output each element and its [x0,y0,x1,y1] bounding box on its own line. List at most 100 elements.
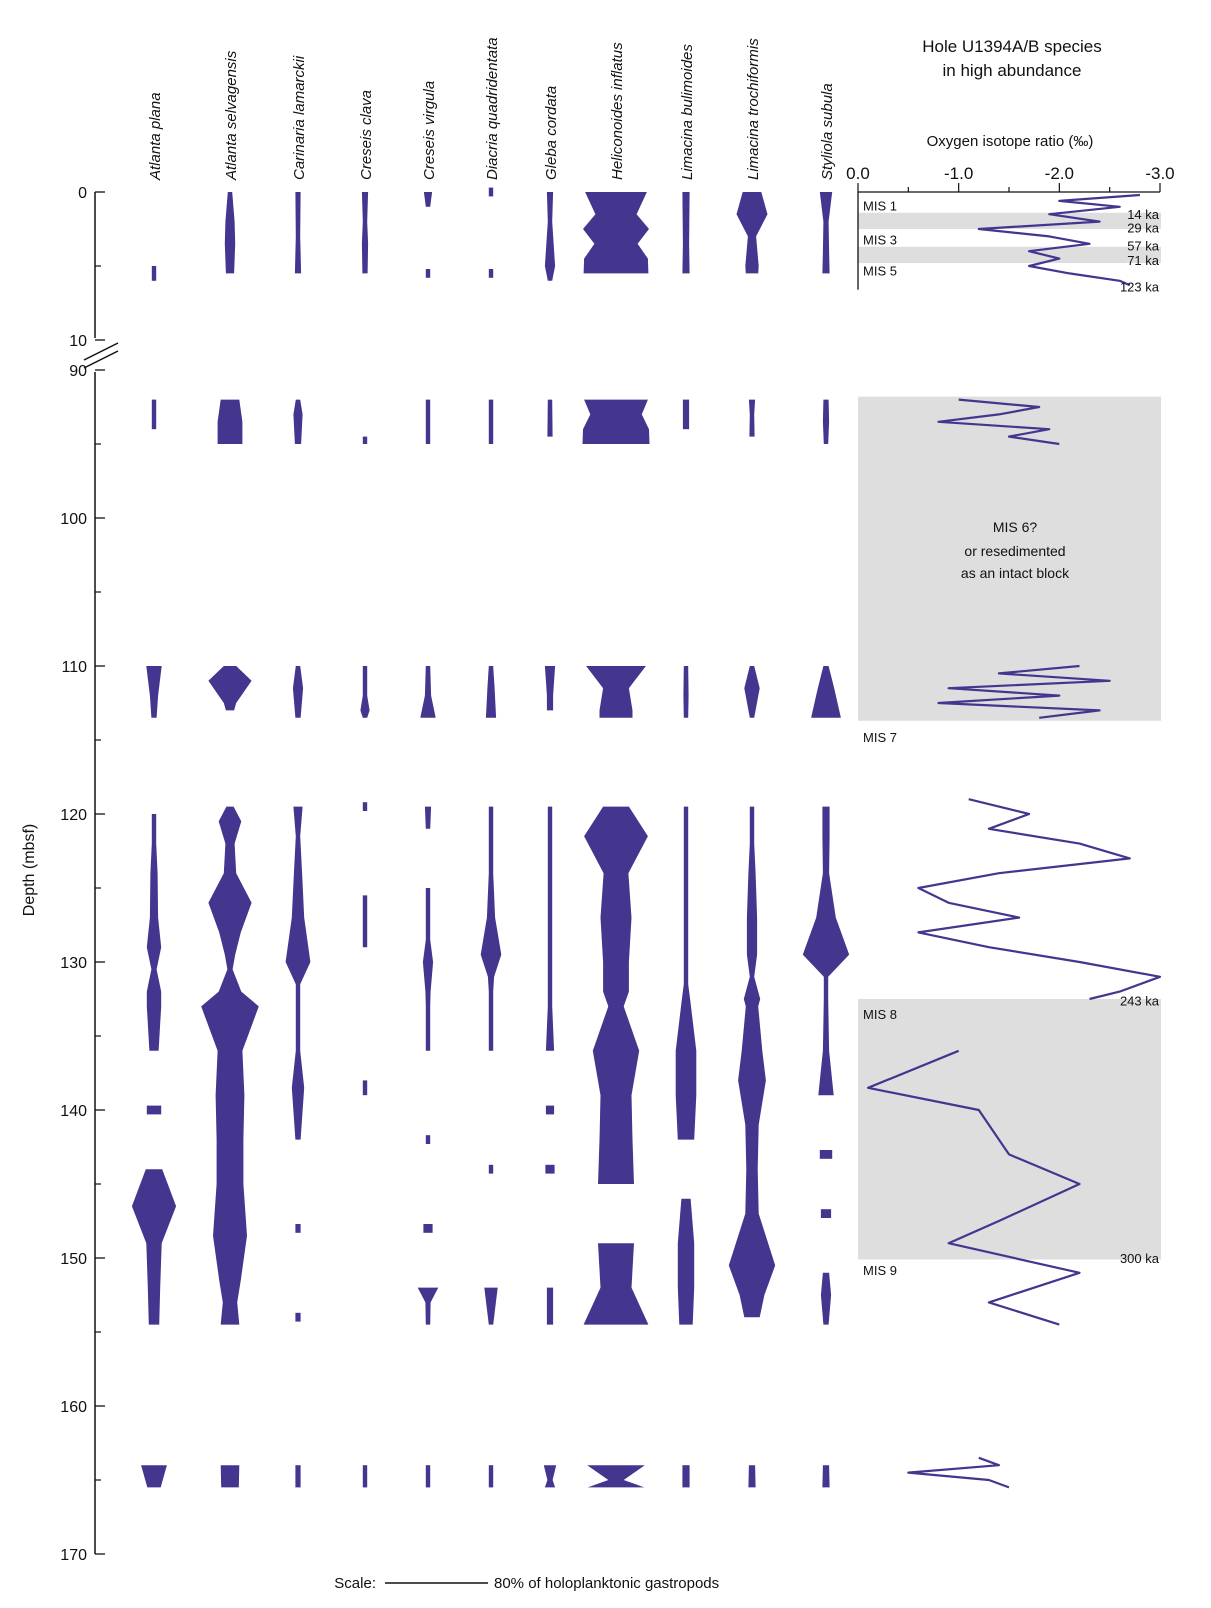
species-profile-diacria-quadridentata-1 [488,269,494,278]
species-profile-creseis-virgula-6 [425,1135,431,1144]
species-profile-styliola-subula-4 [819,1150,833,1159]
mis6-note-line2: or resedimented [964,543,1065,559]
species-profile-creseis-clava-3 [362,802,368,811]
species-profile-heliconoides-inflatus-4 [583,1243,649,1325]
species-profile-gleba-cordata-5 [545,1164,555,1174]
age-label-57-ka: 57 ka [1127,238,1160,253]
species-profile-heliconoides-inflatus-3 [584,806,648,1184]
axis-break-mark-1 [83,342,119,361]
depth-tick-label-160: 160 [60,1399,87,1416]
species-label-creseis-virgula: Creseis virgula [421,81,438,180]
species-profile-limacina-bulimoides-5 [682,1465,690,1488]
species-profile-diacria-quadridentata-6 [484,1287,498,1325]
species-profile-limacina-bulimoides-0 [682,192,690,274]
species-profile-atlanta-plana-0 [151,266,157,281]
species-profile-creseis-clava-0 [361,192,369,274]
species-profile-gleba-cordata-4 [545,1105,555,1115]
species-profile-limacina-bulimoides-4 [677,1198,695,1325]
age-label-29-ka: 29 ka [1127,221,1160,236]
depth-tick-label-120: 120 [60,807,87,824]
species-label-heliconoides-inflatus: Heliconoides inflatus [609,42,626,180]
species-profile-styliola-subula-0 [819,192,833,274]
species-profile-gleba-cordata-0 [544,192,556,281]
species-profile-atlanta-selvagensis-1 [217,399,243,444]
species-profile-atlanta-plana-5 [131,1169,177,1325]
species-label-limacina-bulimoides: Limacina bulimoides [679,44,696,180]
species-profile-carinaria-lamarckii-4 [295,1224,301,1233]
age-label-300-ka: 300 ka [1120,1251,1160,1266]
depth-tick-label-150: 150 [60,1251,87,1268]
isotope-series-segment-1 [937,398,1060,446]
depth-tick-label-130: 130 [60,955,87,972]
age-label-14-ka: 14 ka [1127,207,1160,222]
depth-tick-label-140: 140 [60,1103,87,1120]
species-profile-heliconoides-inflatus-0 [583,192,649,274]
species-profile-limacina-trochiformis-0 [736,192,768,274]
age-label-123-ka: 123 ka [1120,280,1160,295]
species-profile-atlanta-plana-4 [146,1105,162,1115]
species-profile-limacina-bulimoides-2 [683,666,689,718]
species-profile-gleba-cordata-6 [546,1287,554,1325]
species-profile-diacria-quadridentata-4 [480,806,502,1051]
isotope-series-segment-2 [937,664,1111,719]
species-profile-heliconoides-inflatus-2 [586,666,646,718]
depth-tick-label-10: 10 [69,333,87,350]
depth-tick-label-110: 110 [61,659,87,676]
species-profile-gleba-cordata-2 [544,666,556,711]
species-profile-creseis-virgula-5 [422,888,434,1051]
species-profile-creseis-clava-5 [362,1080,368,1096]
species-profile-atlanta-selvagensis-4 [220,1465,240,1488]
species-label-styliola-subula: Styliola subula [819,83,836,180]
species-profile-gleba-cordata-3 [545,806,555,1051]
isotope-tick-label-m1p0: -1.0 [944,164,973,183]
species-profile-limacina-bulimoides-3 [675,806,697,1140]
species-profile-creseis-virgula-4 [424,806,432,829]
isotope-series-segment-3 [917,798,1162,1001]
isotope-curve: 0.0 -1.0 -2.0 -3.0 [846,164,1175,1489]
depth-tick-label-90: 90 [69,363,87,380]
isotope-axis-label: Oxygen isotope ratio (‰) [927,133,1094,150]
species-profile-limacina-bulimoides-1 [682,399,690,430]
species-profile-styliola-subula-1 [822,399,830,444]
mis-band-1 [858,246,1161,264]
species-profile-carinaria-lamarckii-2 [292,666,304,718]
species-label-carinaria-lamarckii: Carinaria lamarckii [291,55,308,180]
species-profile-limacina-trochiformis-2 [744,666,760,718]
species-label-atlanta-selvagensis: Atlanta selvagensis [223,50,240,181]
species-profile-creseis-virgula-7 [423,1224,433,1233]
mis-band-3 [858,999,1161,1260]
mis-label-mis-5: MIS 5 [863,263,897,278]
species-profile-styliola-subula-7 [822,1465,830,1488]
y-axis-label: Depth (mbsf) [21,824,38,916]
depth-tick-label-0: 0 [78,185,87,202]
species-profile-styliola-subula-3 [802,806,850,1096]
species-profile-creseis-virgula-1 [425,269,431,278]
depth-tick-label-100: 100 [60,511,87,528]
species-profile-atlanta-selvagensis-3 [201,806,259,1325]
chart-title-line2: in high abundance [943,61,1082,80]
species-profile-creseis-virgula-8 [417,1287,439,1325]
species-profile-carinaria-lamarckii-3 [285,806,311,1140]
species-profile-atlanta-plana-2 [146,666,162,718]
mis6-note-line1: MIS 6? [993,519,1038,535]
species-profile-diacria-quadridentata-7 [488,1465,494,1488]
species-profile-creseis-clava-4 [362,895,368,948]
isotope-tick-label-m2p0: -2.0 [1045,164,1074,183]
mis-label-mis-9: MIS 9 [863,1263,897,1278]
species-profile-atlanta-selvagensis-2 [208,666,252,711]
scale-label: Scale: [334,1575,376,1592]
depth-axis: 0 10 90 100 110 120 130 140 150 160 170 [60,185,119,1564]
species-profile-creseis-clava-1 [362,436,368,444]
isotope-series-segment-0 [977,193,1140,287]
depth-tick-label-170: 170 [60,1547,87,1564]
species-label-gleba-cordata: Gleba cordata [543,86,560,180]
scale-text: 80% of holoplanktonic gastropods [494,1575,719,1592]
species-label-atlanta-plana: Atlanta plana [147,92,164,181]
axis-break-mark-2 [83,350,119,369]
species-profile-diacria-quadridentata-2 [488,399,494,444]
species-profiles [131,187,850,1488]
species-profile-styliola-subula-6 [820,1272,832,1325]
mis-label-mis-7: MIS 7 [863,730,897,745]
isotope-series-segment-5 [907,1456,1010,1489]
